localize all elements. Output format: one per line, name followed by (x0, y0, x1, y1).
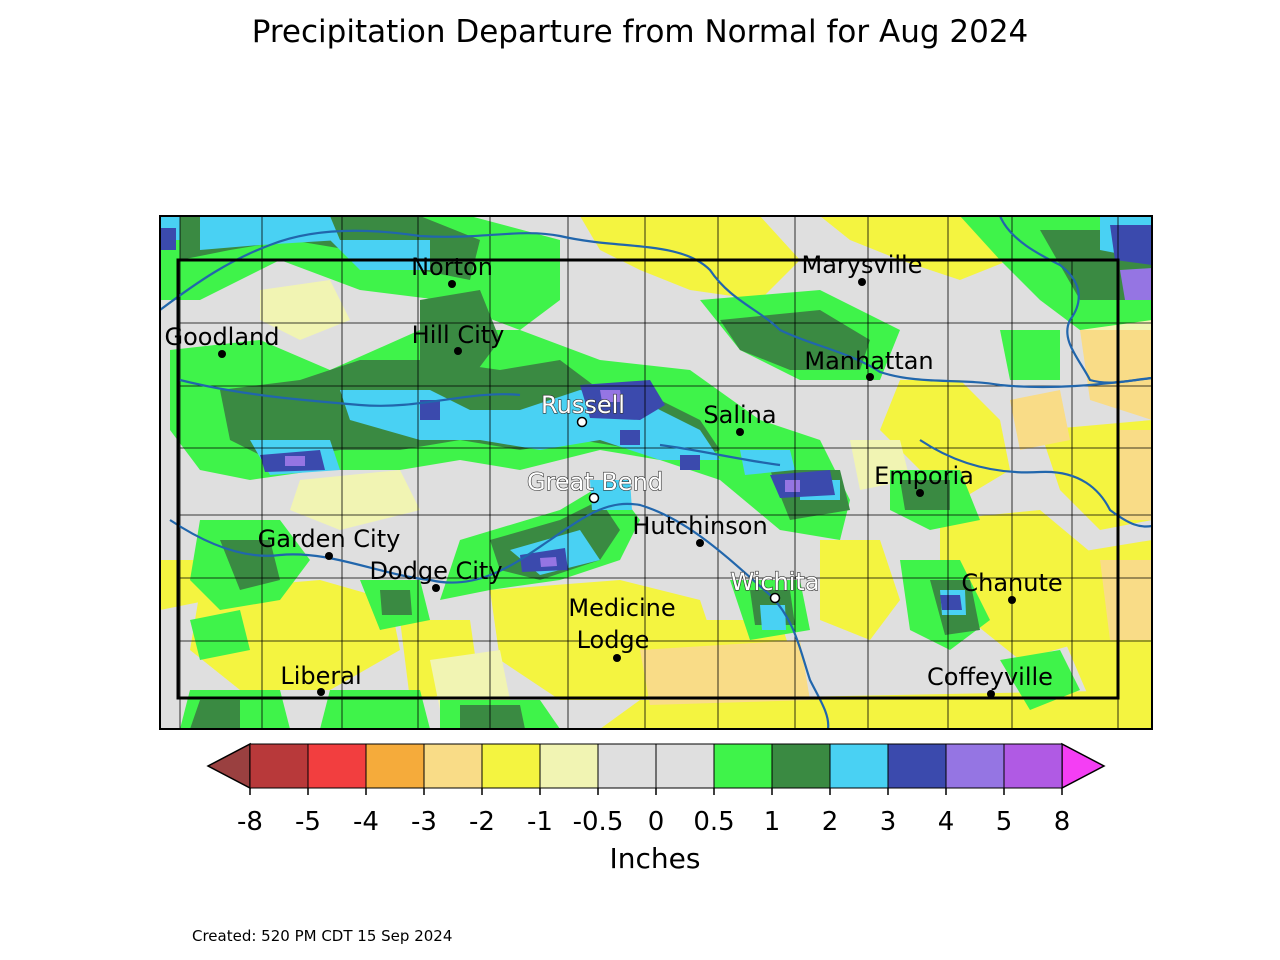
city-dot-manhattan (866, 373, 874, 381)
colorbar-bin (887, 743, 947, 789)
colorbar-bin (539, 743, 599, 789)
city-dot-great-bend (588, 492, 600, 504)
colorbar-bin (481, 743, 541, 789)
colorbar-bin (945, 743, 1005, 789)
colorbar-tick-label: 1 (764, 807, 781, 837)
city-label-great-bend: Great Bend (527, 468, 663, 496)
city-label-russell: Russell (541, 391, 625, 419)
city-label-liberal: Liberal (280, 662, 361, 690)
colorbar-tick-label: 0 (648, 807, 665, 837)
colorbar-bin (1003, 743, 1063, 789)
city-label-salina: Salina (703, 401, 776, 429)
map-frame (159, 215, 1153, 730)
city-label-manhattan: Manhattan (804, 347, 933, 375)
colorbar-tick-label: -0.5 (573, 807, 624, 837)
city-dot-russell (576, 416, 588, 428)
city-label-medicine: Medicine (568, 594, 675, 622)
colorbar-bin (713, 743, 773, 789)
colorbar-tick-label: -1 (527, 807, 553, 837)
colorbar-unit-label: Inches (609, 842, 701, 875)
city-label-marysville: Marysville (802, 251, 923, 279)
colorbar-tick-label: -3 (411, 807, 437, 837)
colorbar-tick-label: 2 (822, 807, 839, 837)
city-dot-salina (736, 428, 744, 436)
colorbar-bin (771, 743, 831, 789)
map-title: Precipitation Departure from Normal for … (251, 14, 1029, 50)
city-label-hutchinson: Hutchinson (632, 512, 767, 540)
colorbar-tick-label: 4 (938, 807, 955, 837)
city-dot-medicine-lodge (613, 654, 621, 662)
created-timestamp: Created: 520 PM CDT 15 Sep 2024 (192, 927, 453, 945)
colorbar-tick-label: -5 (295, 807, 321, 837)
colorbar-tick-label: 5 (996, 807, 1013, 837)
city-dot-dodge-city (432, 584, 440, 592)
city-dot-goodland (218, 350, 226, 358)
city-dot-norton (448, 280, 456, 288)
city-dot-hill-city (454, 347, 462, 355)
city-labels: Norton Marysville Goodland Hill City Man… (164, 251, 1062, 691)
city-label-dodge-city: Dodge City (369, 557, 502, 585)
city-label-chanute: Chanute (961, 569, 1062, 597)
city-dot-garden-city (325, 552, 333, 560)
precipitation-field (160, 216, 1152, 729)
city-dot-chanute (1008, 596, 1016, 604)
city-dot-hutchinson (696, 539, 704, 547)
colorbar-bin (829, 743, 889, 789)
city-label-garden-city: Garden City (258, 525, 401, 553)
city-label-coffeyville: Coffeyville (927, 663, 1053, 691)
city-dot-wichita (769, 592, 781, 604)
colorbar: -8 -5 -4 -3 -2 -1 -0.5 0 0.5 1 2 3 4 5 8 (206, 742, 1106, 837)
city-label-wichita: Wichita (730, 568, 819, 596)
colorbar-over-arrow (1061, 742, 1106, 790)
colorbar-tick-label: 3 (880, 807, 897, 837)
colorbar-tick-label: -8 (237, 807, 263, 837)
city-dot-liberal (317, 688, 325, 696)
colorbar-bin (307, 743, 367, 789)
city-dot-emporia (916, 489, 924, 497)
city-markers (218, 278, 1016, 698)
kansas-border (176, 258, 1120, 700)
colorbar-bin (423, 743, 483, 789)
colorbar-bin (655, 743, 715, 789)
city-label-lodge: Lodge (577, 626, 650, 654)
colorbar-bin (249, 743, 309, 789)
colorbar-bin (365, 743, 425, 789)
city-label-goodland: Goodland (164, 323, 279, 351)
colorbar-tick-label: 0.5 (693, 807, 734, 837)
colorbar-tick-label: 8 (1054, 807, 1071, 837)
city-dot-coffeyville (987, 690, 995, 698)
colorbar-tick-label: -4 (353, 807, 379, 837)
city-dot-marysville (858, 278, 866, 286)
colorbar-bin (597, 743, 657, 789)
rivers (160, 216, 1152, 729)
city-label-norton: Norton (411, 253, 493, 281)
city-label-hill-city: Hill City (412, 321, 505, 349)
city-label-emporia: Emporia (874, 462, 974, 490)
colorbar-tick-label: -2 (469, 807, 495, 837)
colorbar-under-arrow (206, 742, 251, 790)
